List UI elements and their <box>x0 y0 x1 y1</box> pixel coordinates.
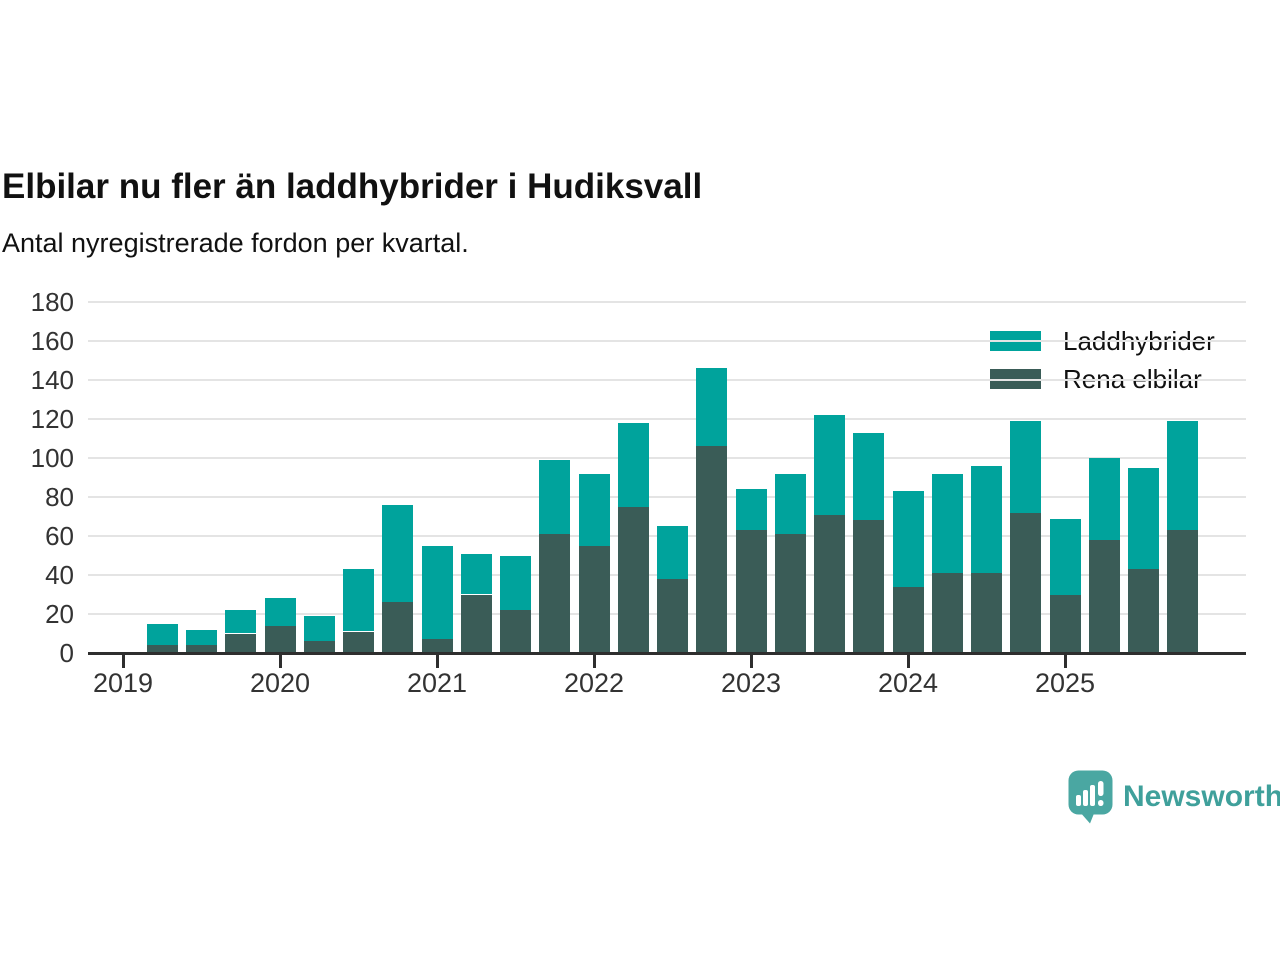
x-axis-tick <box>436 655 439 668</box>
bar-segment-rena-elbilar <box>500 610 531 653</box>
bar-segment-laddhybrider <box>892 491 924 587</box>
newsworthy-logo: Newsworthy <box>1068 770 1280 824</box>
bar-segment-rena-elbilar <box>539 534 571 653</box>
legend-label-rena-elbilar: Rena elbilar <box>1063 363 1202 394</box>
bar-segment-laddhybrider <box>1010 421 1042 513</box>
bar-segment-laddhybrider <box>657 526 688 579</box>
bar-segment-laddhybrider <box>774 473 806 534</box>
x-tick-label: 2020 <box>249 668 311 698</box>
bar-segment-laddhybrider <box>931 473 963 574</box>
bar-segment-laddhybrider <box>578 473 610 546</box>
bar-segment-rena-elbilar <box>1128 569 1159 653</box>
x-axis-tick <box>279 655 282 668</box>
bar-segment-rena-elbilar <box>343 631 374 653</box>
y-tick-label: 80 <box>45 482 74 512</box>
bar-segment-laddhybrider <box>617 422 649 507</box>
bar-segment-laddhybrider <box>814 415 845 515</box>
y-tick-label: 60 <box>45 521 74 551</box>
bar-segment-rena-elbilar <box>774 534 806 653</box>
y-tick-label: 0 <box>59 638 74 668</box>
bar-segment-rena-elbilar <box>853 520 885 653</box>
y-tick-label: 180 <box>30 287 74 317</box>
bar-segment-laddhybrider <box>539 459 571 534</box>
y-tick-label: 100 <box>30 443 74 473</box>
bar-segment-rena-elbilar <box>735 530 767 653</box>
newsworthy-logo-icon <box>1068 770 1113 824</box>
bar-segment-laddhybrider <box>696 368 728 447</box>
gridline <box>88 418 1246 420</box>
bar-segment-laddhybrider <box>971 465 1002 574</box>
x-axis-tick <box>907 655 910 668</box>
bar-segment-laddhybrider <box>303 615 335 642</box>
bar-segment-rena-elbilar <box>971 573 1002 653</box>
gridline <box>88 457 1246 459</box>
gridline <box>88 340 1246 342</box>
bar-segment-rena-elbilar <box>892 586 924 653</box>
bar-segment-laddhybrider <box>421 545 453 640</box>
y-tick-label: 40 <box>45 560 74 590</box>
bar-segment-rena-elbilar <box>814 514 845 653</box>
newsworthy-logo-text: Newsworthy <box>1123 780 1280 813</box>
x-axis-tick <box>750 655 753 668</box>
bar-segment-rena-elbilar <box>382 602 414 653</box>
bar-segment-rena-elbilar <box>931 573 963 653</box>
x-tick-label: 2022 <box>563 668 625 698</box>
bar-segment-rena-elbilar <box>1049 594 1081 653</box>
x-axis-tick <box>1064 655 1067 668</box>
y-tick-label: 20 <box>45 599 74 629</box>
bar-segment-laddhybrider <box>382 504 414 603</box>
x-tick-label: 2024 <box>877 668 939 698</box>
bar-segment-rena-elbilar <box>146 645 178 653</box>
gridline <box>88 379 1246 381</box>
bar-segment-rena-elbilar <box>1167 530 1199 653</box>
gridline <box>88 496 1246 498</box>
bar-segment-laddhybrider <box>853 432 885 521</box>
bar-segment-rena-elbilar <box>303 641 335 653</box>
x-tick-label: 2019 <box>92 668 154 698</box>
x-tick-label: 2023 <box>720 668 782 698</box>
bar-segment-laddhybrider <box>225 610 257 634</box>
chart-title: Elbilar nu fler än laddhybrider i Hudiks… <box>2 167 703 207</box>
bar-segment-rena-elbilar <box>1010 512 1042 653</box>
gridline <box>88 301 1246 303</box>
bar-segment-rena-elbilar <box>264 625 296 653</box>
bar-segment-laddhybrider <box>186 629 217 646</box>
bar-segment-rena-elbilar <box>421 639 453 654</box>
y-tick-label: 140 <box>30 365 74 395</box>
chart-subtitle: Antal nyregistrerade fordon per kvartal. <box>2 228 469 258</box>
bar-segment-laddhybrider <box>1088 458 1120 540</box>
bar-segment-rena-elbilar <box>186 645 217 653</box>
bar-segment-rena-elbilar <box>617 506 649 654</box>
bar-segment-laddhybrider <box>500 555 531 611</box>
x-axis-line <box>88 652 1246 655</box>
bar-segment-rena-elbilar <box>578 545 610 654</box>
y-tick-label: 160 <box>30 326 74 356</box>
bar-segment-laddhybrider <box>264 598 296 626</box>
bar-segment-laddhybrider <box>1128 467 1159 570</box>
bar-segment-laddhybrider <box>146 623 178 646</box>
bar-segment-laddhybrider <box>735 489 767 531</box>
bar-segment-laddhybrider <box>1167 420 1199 531</box>
bar-segment-rena-elbilar <box>696 446 728 653</box>
x-tick-label: 2025 <box>1034 668 1096 698</box>
x-axis-tick <box>122 655 125 668</box>
bar-segment-laddhybrider <box>1049 518 1081 595</box>
bar-segment-laddhybrider <box>343 569 374 632</box>
bar-segment-rena-elbilar <box>225 633 257 653</box>
x-tick-label: 2021 <box>406 668 468 698</box>
y-tick-label: 120 <box>30 404 74 434</box>
bar-segment-laddhybrider <box>460 553 492 595</box>
legend: Laddhybrider Rena elbilar <box>990 322 1221 398</box>
bar-segment-rena-elbilar <box>460 594 492 653</box>
bar-segment-rena-elbilar <box>1088 539 1120 653</box>
x-axis-tick <box>593 655 596 668</box>
bar-segment-rena-elbilar <box>657 578 688 653</box>
